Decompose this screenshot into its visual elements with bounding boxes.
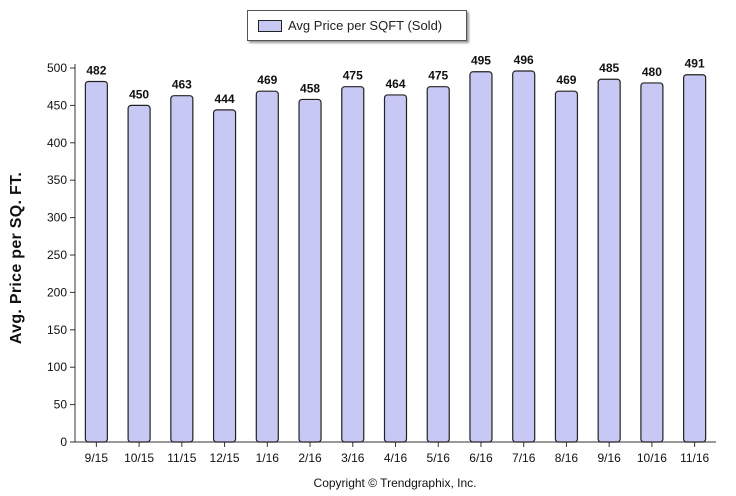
x-tick-label: 1/16 — [256, 451, 280, 465]
data-label: 496 — [514, 53, 534, 67]
y-tick-label: 250 — [47, 248, 67, 262]
bar — [597, 78, 621, 443]
bar — [170, 95, 194, 443]
x-tick-label: 11/16 — [680, 451, 709, 465]
data-label: 469 — [556, 73, 576, 87]
x-tick-label: 4/16 — [384, 451, 408, 465]
x-tick-label: 6/16 — [469, 451, 493, 465]
data-label: 458 — [300, 81, 320, 95]
x-tick-label: 9/15 — [85, 451, 109, 465]
y-tick-label: 100 — [47, 360, 67, 374]
data-label: 444 — [215, 92, 235, 106]
x-tick-label: 3/16 — [341, 451, 365, 465]
x-tick-label: 12/15 — [210, 451, 240, 465]
y-tick-label: 500 — [47, 61, 67, 75]
copyright-footer: Copyright © Trendgraphix, Inc. — [313, 476, 477, 490]
data-label: 485 — [599, 61, 619, 75]
y-tick-label: 350 — [47, 173, 67, 187]
y-tick-label: 0 — [60, 435, 67, 449]
y-tick-label: 50 — [54, 398, 68, 412]
data-label: 495 — [471, 54, 491, 68]
y-tick-label: 150 — [47, 323, 67, 337]
bar — [84, 80, 108, 443]
bar — [341, 86, 365, 443]
x-tick-label: 7/16 — [512, 451, 536, 465]
data-label: 482 — [86, 63, 106, 77]
data-label: 463 — [172, 78, 192, 92]
x-tick-label: 10/15 — [124, 451, 154, 465]
x-tick-label: 8/16 — [555, 451, 579, 465]
legend: Avg Price per SQFT (Sold) — [247, 10, 467, 41]
bar — [212, 109, 237, 443]
legend-label: Avg Price per SQFT (Sold) — [288, 18, 443, 33]
bar — [554, 90, 579, 443]
bar — [426, 86, 450, 443]
data-label: 464 — [385, 77, 405, 91]
y-tick-label: 200 — [47, 285, 67, 299]
data-label: 491 — [685, 57, 705, 71]
data-label: 450 — [129, 87, 149, 101]
data-label: 480 — [642, 65, 662, 79]
y-tick-label: 400 — [47, 136, 67, 150]
y-tick-label: 450 — [47, 98, 67, 112]
bar — [298, 98, 322, 443]
data-label: 475 — [428, 69, 448, 83]
bar — [469, 71, 493, 443]
x-tick-label: 2/16 — [298, 451, 322, 465]
bar — [640, 82, 664, 443]
bar — [127, 104, 151, 443]
bar — [512, 70, 536, 443]
data-label: 475 — [343, 69, 363, 83]
bar — [683, 74, 707, 443]
data-label: 469 — [257, 73, 277, 87]
bar — [383, 94, 408, 443]
x-tick-label: 5/16 — [427, 451, 451, 465]
bar — [255, 90, 279, 443]
x-tick-label: 9/16 — [597, 451, 621, 465]
legend-swatch — [258, 19, 282, 32]
x-tick-label: 11/15 — [167, 451, 196, 465]
y-tick-label: 300 — [47, 211, 67, 225]
x-tick-label: 10/16 — [637, 451, 667, 465]
